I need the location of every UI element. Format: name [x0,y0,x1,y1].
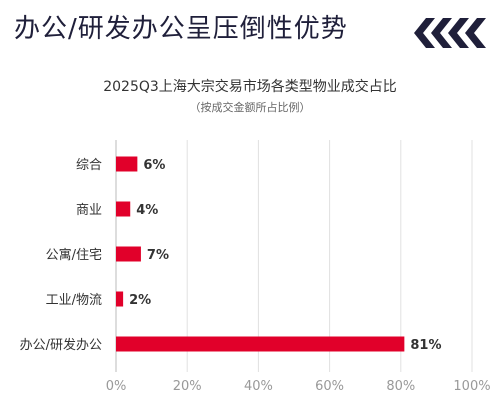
category-label: 商业 [76,203,102,218]
category-label: 办公/研发办公 [20,337,102,353]
bar [116,336,405,352]
category-label: 公寓/住宅 [46,247,102,263]
value-label: 81% [410,338,441,353]
value-label: 7% [147,248,169,263]
page-headline: 办公/研发办公呈压倒性优势 [14,14,348,44]
bar [116,246,141,262]
x-tick-label: 20% [173,379,202,394]
value-label: 6% [143,158,165,173]
bar [116,201,131,217]
x-tick-label: 40% [244,379,273,394]
chart-title: 2025Q3上海大宗交易市场各类型物业成交占比 [103,79,397,95]
chevron-arrows-icon [414,18,486,48]
category-label: 综合 [76,158,102,173]
x-tick-label: 0% [106,379,127,394]
value-label: 4% [136,203,158,218]
category-label: 工业/物流 [46,293,102,308]
x-tick-label: 100% [453,379,490,394]
value-label: 2% [129,293,151,308]
bar [116,156,138,172]
chart-subtitle: （按成交金额所占比例） [189,101,311,114]
bar [116,291,124,307]
x-tick-label: 60% [315,379,344,394]
x-tick-label: 80% [386,379,415,394]
